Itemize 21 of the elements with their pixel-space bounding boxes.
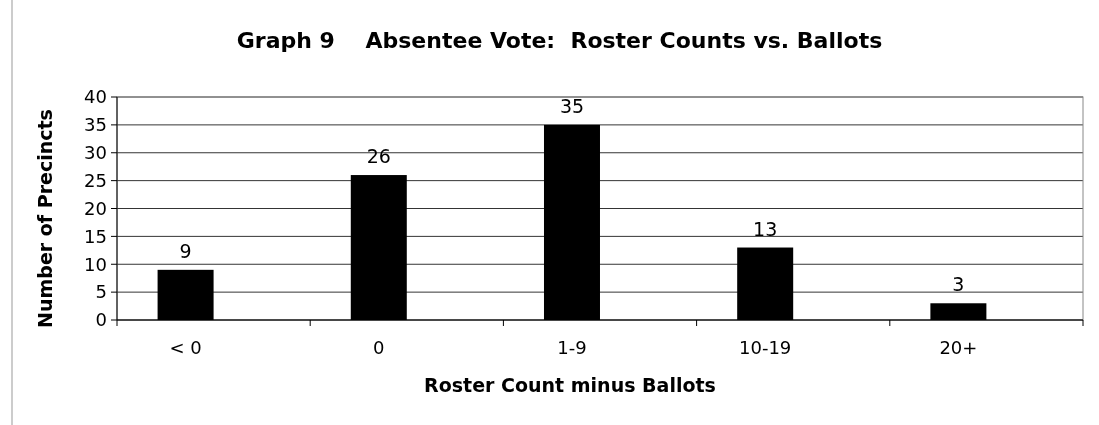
- x-tick-label: < 0: [169, 337, 202, 358]
- y-tick-label: 40: [84, 86, 107, 108]
- y-tick-label: 10: [84, 253, 107, 275]
- x-tick-label: 1-9: [557, 337, 587, 358]
- data-label: 3: [952, 273, 965, 296]
- y-axis-title: Number of Precincts: [34, 109, 56, 328]
- x-tick-label: 20+: [939, 337, 978, 358]
- chart-title: Graph 9 Absentee Vote: Roster Counts vs. Ballots: [236, 28, 883, 53]
- y-tick-label: 0: [95, 309, 107, 331]
- y-tick-label: 25: [84, 169, 107, 191]
- data-label: 9: [179, 239, 192, 262]
- data-label: 35: [559, 94, 585, 117]
- y-tick-label: 30: [84, 142, 107, 164]
- y-tick-label: 15: [84, 225, 107, 247]
- x-tick-label: 0: [373, 337, 385, 358]
- y-tick-label: 35: [84, 114, 107, 136]
- y-tick-label: 5: [95, 281, 107, 303]
- x-tick-label: 10-19: [739, 337, 792, 358]
- x-axis-title: Roster Count minus Ballots: [424, 374, 716, 396]
- data-label: 13: [753, 217, 778, 240]
- y-tick-label: 20: [84, 197, 107, 219]
